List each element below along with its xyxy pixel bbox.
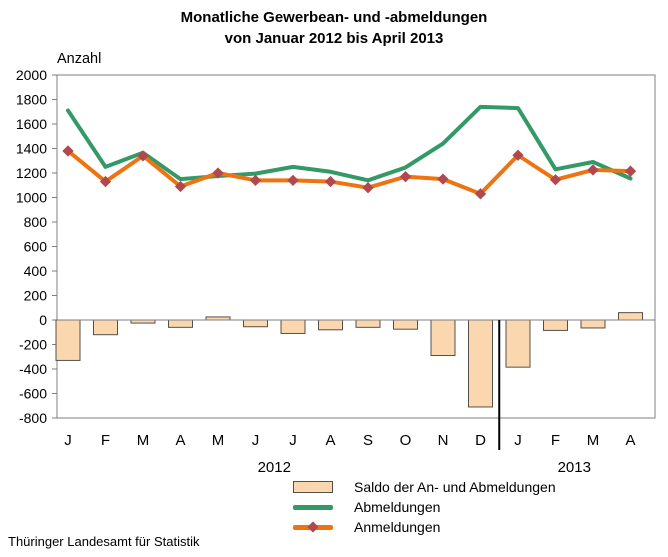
x-axis-month-label: A [625,432,635,449]
y-axis-label: Anzahl [57,51,102,67]
source-attribution: Thüringer Landesamt für Statistik [8,534,200,549]
x-axis-month-label: M [212,432,225,449]
diamond-marker-icon [307,520,319,533]
y-axis-tick-label: 600 [24,239,48,255]
legend-label-anmeldungen: Anmeldungen [354,519,441,535]
y-axis-tick-label: 1000 [16,190,47,206]
anmeldungen-marker-icon [437,173,449,185]
y-axis-tick-label: -200 [19,337,47,353]
anmeldungen-marker-icon [212,167,224,179]
legend-label-abmeldungen: Abmeldungen [354,499,441,515]
saldo-bar [618,312,643,321]
anmeldungen-marker-icon [512,149,524,161]
saldo-bar [280,319,306,334]
saldo-bar [430,319,456,357]
chart-title-line1: Monatliche Gewerbean- und -abmeldungen [180,9,488,26]
x-axis-month-label: J [289,432,297,449]
y-axis-tick-label: 0 [39,312,47,328]
anmeldungen-marker-icon [587,164,599,176]
x-axis-year-label: 2012 [258,459,291,475]
x-axis-month-label: J [64,432,72,449]
saldo-bar [580,319,606,329]
saldo-bar [168,319,193,328]
x-axis-month-label: M [137,432,150,449]
saldo-bar [243,319,268,328]
anmeldungen-marker-icon [249,174,262,187]
saldo-bar [543,319,568,331]
legend-item-abmeldungen: Abmeldungen [293,497,556,517]
abmeldungen-line-swatch-icon [293,504,333,510]
anmeldungen-marker-icon [287,174,299,187]
x-axis-month-label: J [514,432,522,449]
anmeldungen-marker-icon [624,165,637,177]
x-axis-month-label: F [101,432,110,449]
anmeldungen-line [66,148,633,196]
anmeldungen-marker-icon [324,175,337,188]
x-axis-month-label: A [325,432,335,449]
abmeldungen-line [66,104,633,183]
x-axis-month-label: D [475,432,486,449]
saldo-bar [318,319,343,331]
y-axis-tick-label: 200 [24,288,48,304]
saldo-bar [505,319,531,368]
anmeldungen-marker-icon [362,182,374,194]
saldo-bar [355,319,381,328]
anmeldungen-marker-icon [174,180,187,193]
anmeldungen-marker-icon [399,171,412,183]
anmeldungen-marker-icon [474,188,487,200]
anmeldungen-marker-icon [137,150,149,162]
y-axis-tick-label: -400 [19,361,47,377]
legend-item-anmeldungen: Anmeldungen [293,517,556,537]
y-axis-tick-label: 1800 [16,92,47,108]
x-axis-month-label: O [400,432,412,449]
anmeldungen-marker-icon [549,174,562,186]
saldo-bar [468,319,493,408]
y-axis-tick-label: 1200 [16,165,47,181]
y-axis-tick-label: -800 [19,410,47,426]
x-axis-month-label: S [363,432,373,449]
chart-svg: 2000180016001400120010008006004002000-20… [16,67,656,475]
plot-frame [56,74,656,419]
legend-item-saldo: Saldo der An- und Abmeldungen [293,477,556,497]
y-axis-tick-label: -600 [19,386,47,402]
y-axis-tick-label: 800 [24,214,48,230]
x-axis-month-label: M [587,432,600,449]
x-axis-month-label: F [551,432,560,449]
legend: Saldo der An- und Abmeldungen Abmeldunge… [293,477,556,537]
legend-label-saldo: Saldo der An- und Abmeldungen [354,479,556,495]
saldo-bar-swatch-icon [293,481,333,493]
y-axis-tick-label: 1400 [16,141,47,157]
x-axis-month-label: N [438,432,449,449]
chart-title: Monatliche Gewerbean- und -abmeldungen v… [0,7,668,49]
x-axis-year-label: 2013 [558,459,591,475]
saldo-bar [93,319,118,336]
x-axis-month-label: A [175,432,185,449]
anmeldungen-line-swatch-icon [293,520,333,533]
y-axis-tick-label: 1600 [16,116,47,132]
saldo-bar [55,319,81,361]
y-axis-tick-label: 400 [24,263,48,279]
saldo-bar [393,319,418,330]
x-axis-month-label: J [252,432,260,449]
y-axis-tick-label: 2000 [16,67,47,83]
chart-title-line2: von Januar 2012 bis April 2013 [224,30,444,47]
